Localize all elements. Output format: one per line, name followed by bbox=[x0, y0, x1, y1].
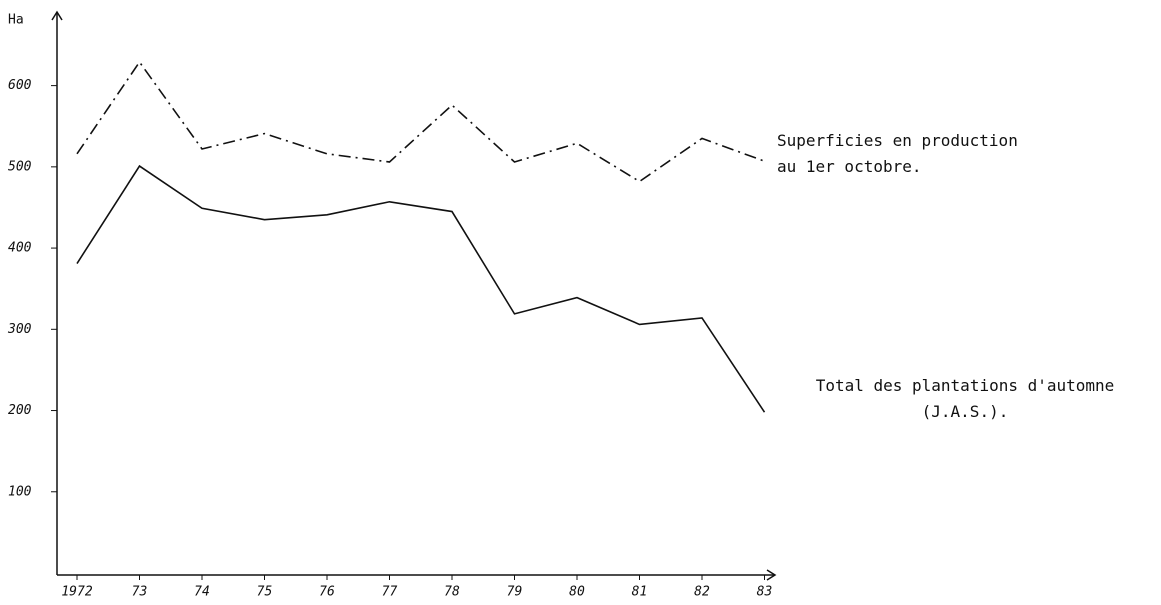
x-tick-label: 77 bbox=[382, 585, 398, 600]
x-tick-label: 82 bbox=[694, 585, 710, 600]
x-tick-label: 80 bbox=[569, 585, 585, 600]
x-tick-label: 83 bbox=[757, 585, 773, 600]
y-tick-label: 200 bbox=[8, 403, 32, 418]
y-tick-label: 100 bbox=[8, 484, 32, 499]
y-axis-label: Ha bbox=[8, 13, 24, 28]
y-tick-label: 400 bbox=[8, 241, 32, 256]
series-label: Total des plantations d'automne (J.A.S.)… bbox=[815, 376, 1115, 421]
x-tick-label: 75 bbox=[257, 585, 273, 600]
series-line bbox=[76, 60, 765, 183]
y-tick-label: 600 bbox=[8, 78, 32, 93]
x-tick-label: 79 bbox=[507, 585, 523, 600]
x-arrow bbox=[766, 569, 777, 581]
series-label: Superficies en production au 1er octobre… bbox=[777, 131, 1018, 176]
x-tick-label: 73 bbox=[132, 585, 148, 600]
x-tick-label: 74 bbox=[194, 585, 210, 600]
x-tick-label: 81 bbox=[632, 585, 648, 600]
series-line bbox=[76, 164, 766, 413]
x-tick-label: 1972 bbox=[61, 585, 92, 600]
y-tick-label: 300 bbox=[7, 322, 32, 337]
x-tick-label: 78 bbox=[444, 585, 460, 600]
y-arrow bbox=[51, 10, 63, 21]
y-tick-label: 500 bbox=[8, 159, 32, 174]
x-tick-label: 76 bbox=[319, 585, 335, 600]
